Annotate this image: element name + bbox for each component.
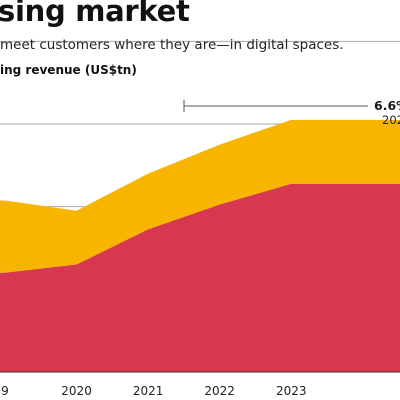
cagr-label: 6.6% xyxy=(374,98,400,113)
stacked-areas xyxy=(0,119,400,372)
x-tick-label: 2022 xyxy=(204,384,235,398)
area-series-1 xyxy=(0,183,400,372)
chart-title: sing market xyxy=(0,0,190,28)
x-tick-label: 2021 xyxy=(132,384,164,398)
cagr-bracket xyxy=(183,100,368,112)
x-tick-label: 9 xyxy=(1,384,9,398)
y-axis-label: ing revenue (US$tn) xyxy=(0,63,137,77)
chart-subtitle: meet customers where they are—in digital… xyxy=(0,37,344,53)
x-tick-label: 2023 xyxy=(275,384,307,398)
area-series-2 xyxy=(0,119,400,273)
x-tick-label: 2020 xyxy=(61,384,92,398)
cagr-years: 202 xyxy=(382,113,400,127)
